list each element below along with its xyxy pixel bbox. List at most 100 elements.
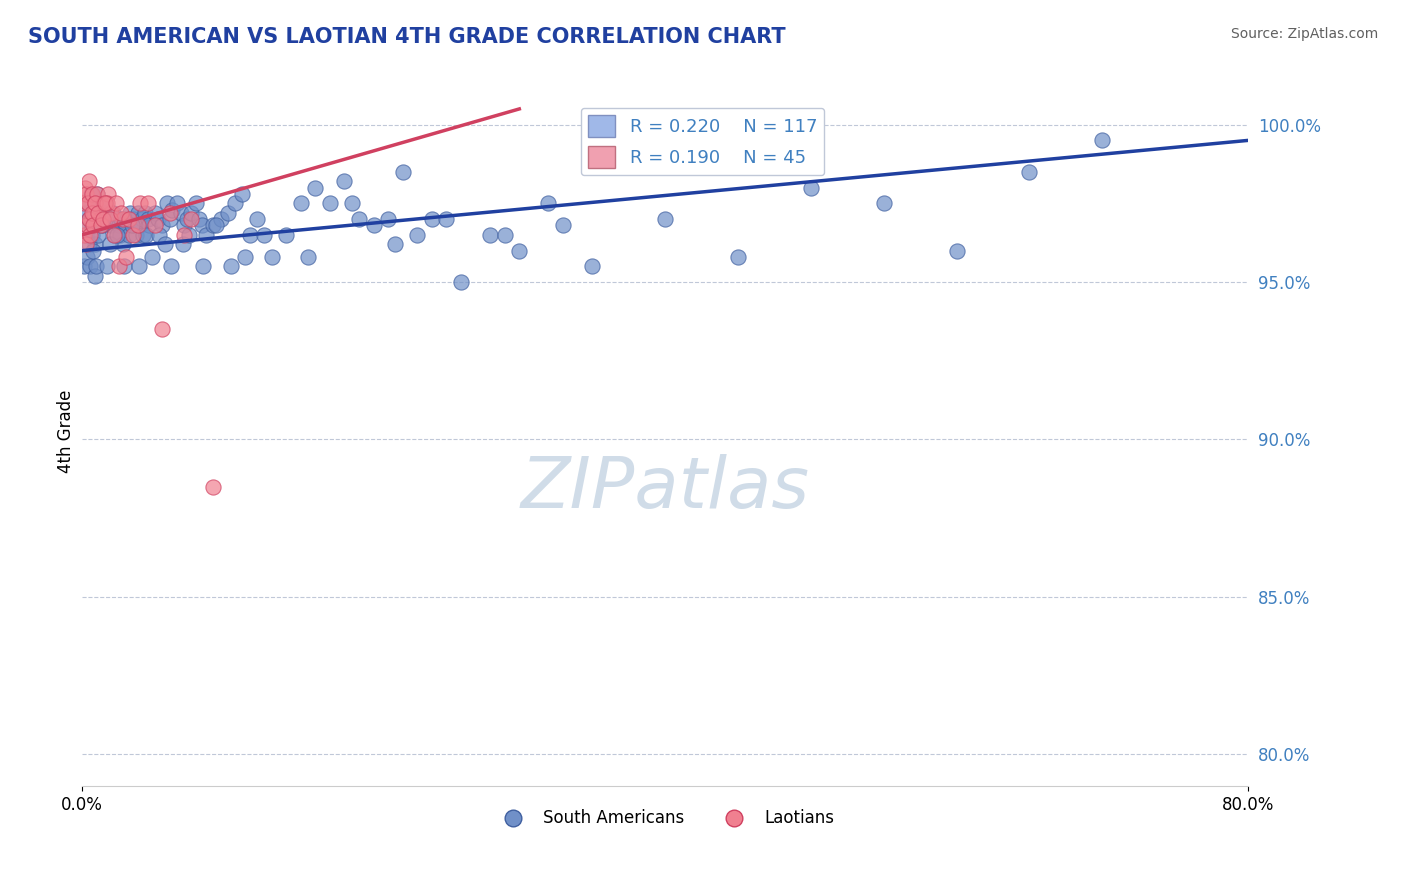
Point xyxy=(97,186,120,201)
Point xyxy=(129,196,152,211)
Point xyxy=(184,196,207,211)
Point xyxy=(98,237,121,252)
Point xyxy=(82,244,104,258)
Point xyxy=(202,480,225,494)
Point xyxy=(319,196,342,211)
Point xyxy=(84,237,107,252)
Point xyxy=(297,250,319,264)
Point xyxy=(94,196,117,211)
Point xyxy=(391,165,413,179)
Point xyxy=(537,196,560,211)
Point xyxy=(187,212,209,227)
Point xyxy=(162,202,184,217)
Point xyxy=(122,212,145,227)
Point xyxy=(86,186,108,201)
Point xyxy=(125,227,148,242)
Point xyxy=(276,227,298,242)
Point xyxy=(304,180,326,194)
Point xyxy=(166,196,188,211)
Point xyxy=(120,206,142,220)
Point xyxy=(118,212,141,227)
Point xyxy=(1091,133,1114,147)
Point xyxy=(333,174,356,188)
Point xyxy=(82,227,104,242)
Point xyxy=(103,227,125,242)
Point xyxy=(363,219,385,233)
Point xyxy=(112,260,135,274)
Point xyxy=(75,227,97,242)
Point xyxy=(96,196,118,211)
Text: SOUTH AMERICAN VS LAOTIAN 4TH GRADE CORRELATION CHART: SOUTH AMERICAN VS LAOTIAN 4TH GRADE CORR… xyxy=(28,27,786,46)
Point xyxy=(127,206,149,220)
Point xyxy=(87,227,110,242)
Point xyxy=(224,196,246,211)
Point xyxy=(91,219,114,233)
Point xyxy=(94,196,117,211)
Point xyxy=(945,244,967,258)
Point xyxy=(239,227,262,242)
Point xyxy=(800,180,823,194)
Point xyxy=(83,268,105,283)
Point xyxy=(93,206,115,220)
Point xyxy=(77,212,100,227)
Point xyxy=(150,322,173,336)
Point xyxy=(76,186,98,201)
Point xyxy=(143,219,166,233)
Text: Source: ZipAtlas.com: Source: ZipAtlas.com xyxy=(1230,27,1378,41)
Point xyxy=(136,196,159,211)
Point xyxy=(73,180,96,194)
Point xyxy=(209,212,232,227)
Point xyxy=(72,196,94,211)
Point xyxy=(108,227,131,242)
Point xyxy=(138,219,160,233)
Point xyxy=(98,212,121,227)
Point xyxy=(129,219,152,233)
Point xyxy=(180,206,202,220)
Point xyxy=(191,260,214,274)
Point xyxy=(76,219,98,233)
Point xyxy=(436,212,458,227)
Point xyxy=(231,186,253,201)
Point xyxy=(83,202,105,217)
Point xyxy=(89,212,111,227)
Point xyxy=(219,260,242,274)
Point xyxy=(77,196,100,211)
Point xyxy=(87,206,110,220)
Point xyxy=(128,260,150,274)
Text: ZIPatlas: ZIPatlas xyxy=(520,454,810,523)
Point xyxy=(177,227,200,242)
Point xyxy=(93,196,115,211)
Point xyxy=(101,206,124,220)
Point xyxy=(76,219,98,233)
Point xyxy=(118,227,141,242)
Point xyxy=(173,219,195,233)
Y-axis label: 4th Grade: 4th Grade xyxy=(58,390,75,474)
Point xyxy=(79,212,101,227)
Point xyxy=(96,260,118,274)
Point xyxy=(377,212,399,227)
Point xyxy=(110,206,132,220)
Point xyxy=(508,244,530,258)
Legend: South Americans, Laotians: South Americans, Laotians xyxy=(489,803,841,834)
Point xyxy=(134,206,156,220)
Point xyxy=(122,227,145,242)
Point xyxy=(217,206,239,220)
Point xyxy=(80,206,103,220)
Point xyxy=(124,219,146,233)
Point xyxy=(180,212,202,227)
Point xyxy=(727,250,749,264)
Point xyxy=(146,212,169,227)
Point xyxy=(73,206,96,220)
Point xyxy=(150,219,173,233)
Point xyxy=(581,260,603,274)
Point xyxy=(290,196,312,211)
Point xyxy=(77,196,100,211)
Point xyxy=(90,219,112,233)
Point xyxy=(160,260,183,274)
Point xyxy=(79,174,101,188)
Point xyxy=(176,212,198,227)
Point xyxy=(90,219,112,233)
Point xyxy=(103,227,125,242)
Point xyxy=(80,219,103,233)
Point xyxy=(111,237,134,252)
